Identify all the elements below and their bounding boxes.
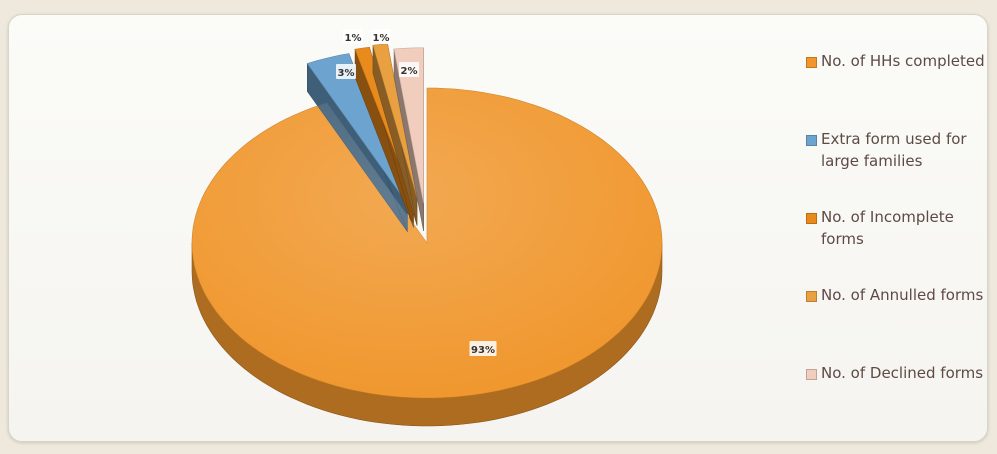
- legend-item: No. of Declined forms: [803, 362, 993, 440]
- svg-text:93%: 93%: [471, 345, 495, 356]
- legend-label: No. of Incomplete forms: [821, 208, 954, 248]
- legend-item: Extra form used for large families: [803, 128, 993, 206]
- data-label: 3%: [336, 64, 356, 79]
- legend-swatch: [806, 369, 817, 380]
- legend-label: Extra form used for large families: [821, 130, 967, 170]
- svg-text:3%: 3%: [338, 68, 355, 79]
- legend-item: No. of Incomplete forms: [803, 206, 993, 284]
- legend-label: No. of Annulled forms: [821, 286, 984, 304]
- legend-label: No. of Declined forms: [821, 364, 984, 382]
- data-label: 1%: [343, 29, 363, 44]
- legend-label: No. of HHs completed: [821, 52, 985, 70]
- legend-swatch: [806, 135, 817, 146]
- data-label: 2%: [399, 62, 419, 77]
- svg-text:1%: 1%: [373, 33, 390, 44]
- legend-swatch: [806, 291, 817, 302]
- legend-swatch: [806, 213, 817, 224]
- svg-text:1%: 1%: [345, 33, 362, 44]
- pie-slice: [393, 47, 424, 231]
- svg-text:2%: 2%: [401, 66, 418, 77]
- data-label: 93%: [469, 341, 497, 356]
- slice-highlight: [192, 88, 662, 398]
- pie-slice: [372, 43, 418, 226]
- legend-swatch: [806, 57, 817, 68]
- legend: No. of HHs completed Extra form used for…: [803, 50, 993, 440]
- data-label: 1%: [371, 29, 391, 44]
- legend-item: No. of HHs completed: [803, 50, 993, 128]
- legend-item: No. of Annulled forms: [803, 284, 993, 362]
